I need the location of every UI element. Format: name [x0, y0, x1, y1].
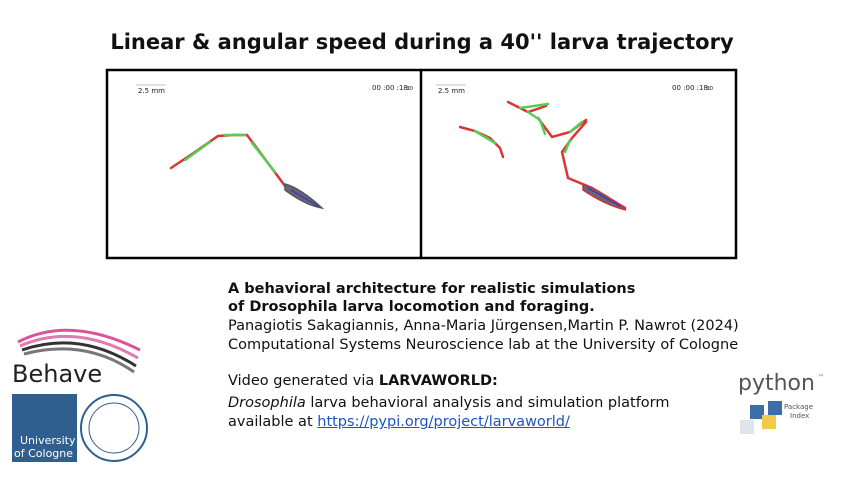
university-name: University	[20, 434, 76, 447]
larva	[284, 183, 325, 210]
larva-midline	[290, 189, 319, 207]
text: larva behavioral analysis and simulation…	[305, 395, 670, 411]
scale-label: 2.5 mm	[438, 87, 465, 95]
left-logos: Behave University of Cologne	[12, 328, 148, 462]
trajectory-fast	[473, 102, 584, 154]
university-name: of Cologne	[14, 447, 73, 460]
python-word: python	[738, 371, 815, 396]
tool-name: LARVAWORLD:	[378, 373, 498, 389]
cube	[762, 415, 776, 429]
text: available at	[228, 414, 318, 430]
text: Video generated via	[228, 373, 379, 389]
seal-inner	[88, 402, 140, 454]
larva-midline	[587, 187, 621, 207]
timestamp-frame: 30	[706, 86, 713, 92]
description: Drosophila larva behavioral analysis and…	[228, 395, 670, 411]
behave-swoosh	[17, 328, 141, 374]
cube	[768, 401, 782, 415]
timestamp: 00 :00 :18:	[372, 84, 410, 92]
species: Drosophila	[228, 395, 306, 411]
cube	[740, 420, 754, 434]
behave-logo: Behave	[12, 360, 102, 388]
availability: available at https://pypi.org/project/la…	[228, 414, 570, 430]
paper-title: of Drosophila larva locomotion and forag…	[228, 299, 595, 315]
trajectories	[169, 100, 627, 211]
timestamp: 00 :00 :18:	[672, 84, 710, 92]
scale-label: 2.5 mm	[138, 87, 165, 95]
trajectory-fast	[183, 133, 277, 174]
video-credit: Video generated via LARVAWORLD:	[228, 373, 498, 389]
link[interactable]: https://pypi.org/project/larvaworld/	[317, 414, 570, 430]
panel-labels: 2.5 mm 00 :00 :18: 30 2.5 mm 00 :00 :18:…	[136, 84, 713, 95]
timestamp-frame: 30	[406, 86, 413, 92]
university-box	[12, 394, 77, 462]
cube	[750, 405, 764, 419]
pypi-logo: python ™ Package Index	[738, 371, 824, 434]
trademark: ™	[818, 374, 824, 381]
authors: Panagiotis Sakagiannis, Anna-Maria Jürge…	[228, 318, 739, 334]
slide-title: Linear & angular speed during a 40'' lar…	[110, 30, 734, 54]
pypi-text: Package	[784, 403, 813, 411]
paper-title: A behavioral architecture for realistic …	[228, 281, 636, 297]
university-seal	[80, 394, 148, 462]
pypi-text: Index	[790, 412, 809, 420]
lab: Computational Systems Neuroscience lab a…	[228, 337, 739, 353]
